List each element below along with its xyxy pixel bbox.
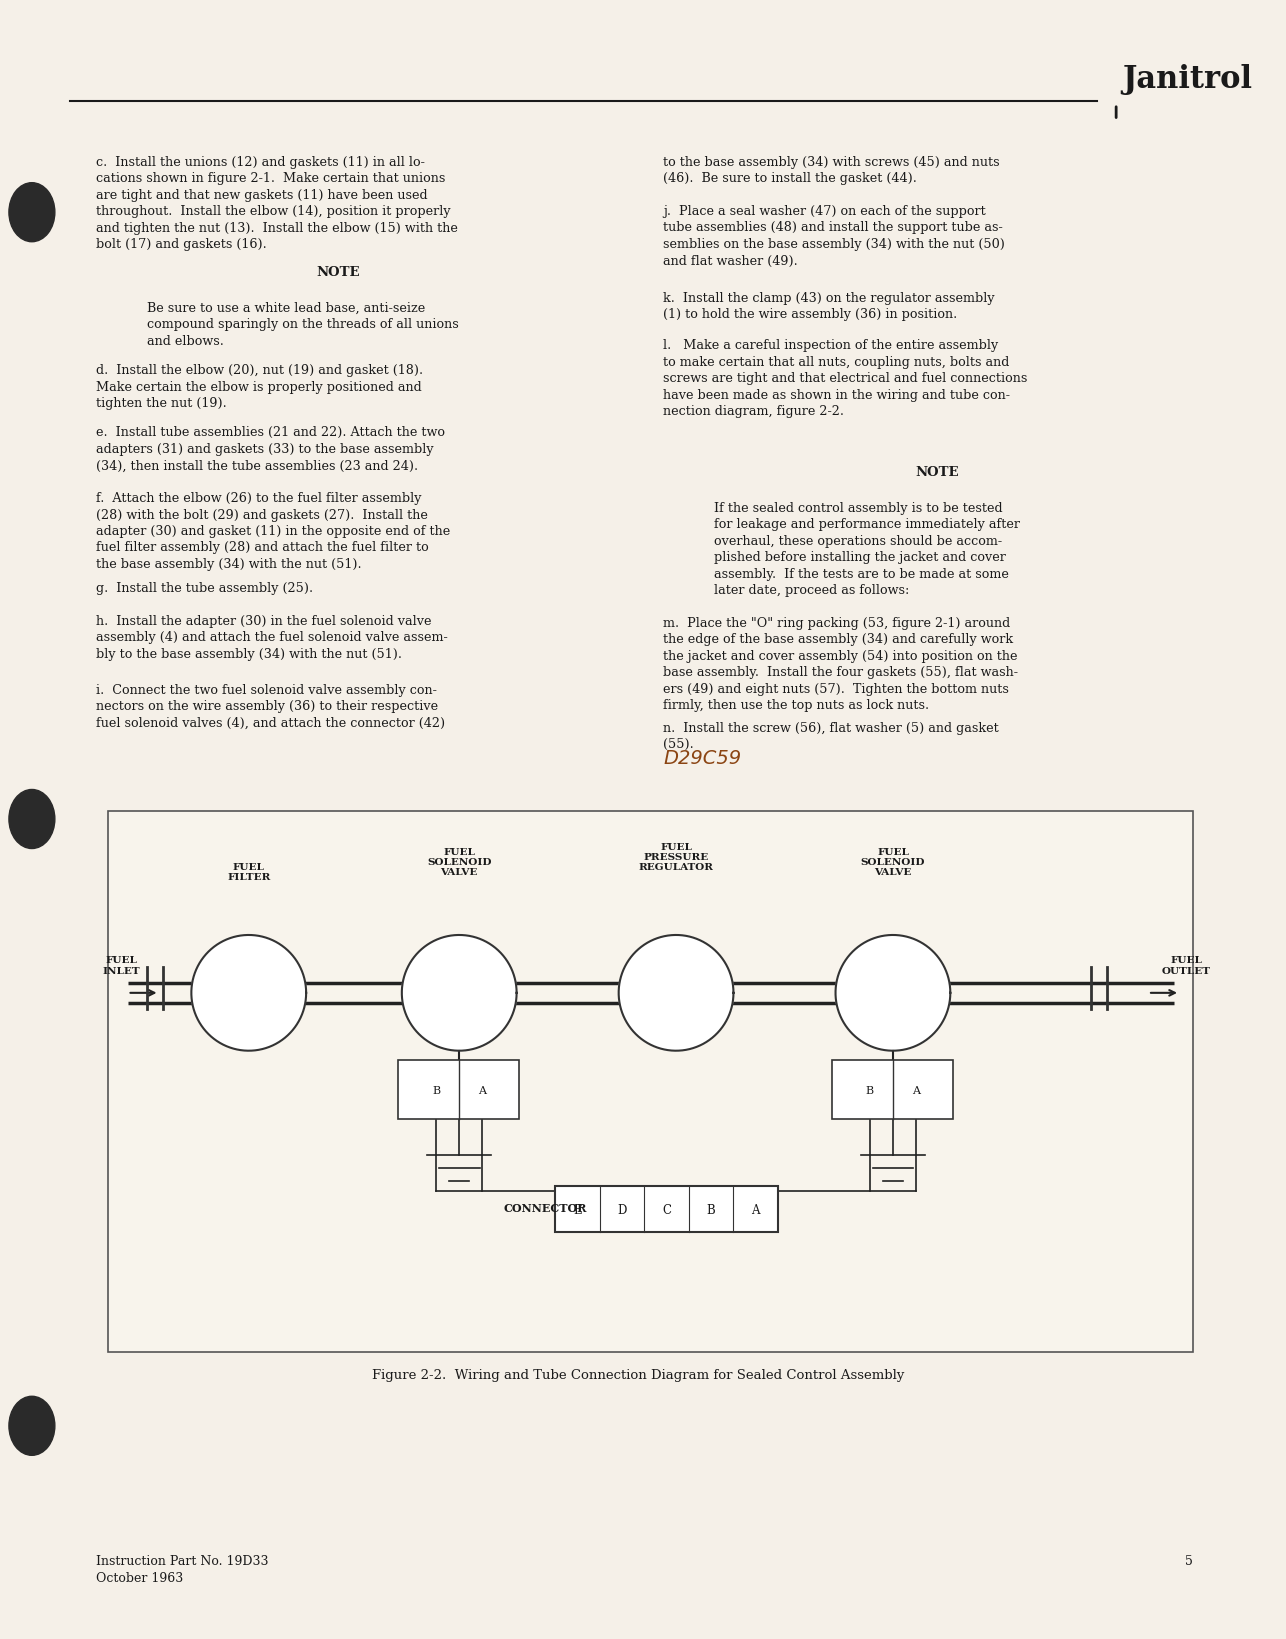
Text: B: B	[432, 1085, 440, 1095]
FancyBboxPatch shape	[108, 811, 1192, 1352]
Polygon shape	[836, 936, 950, 1051]
Text: 5: 5	[1184, 1554, 1192, 1567]
Text: i.  Connect the two fuel solenoid valve assembly con-
nectors on the wire assemb: i. Connect the two fuel solenoid valve a…	[95, 683, 445, 729]
Text: If the sealed control assembly is to be tested
for leakage and performance immed: If the sealed control assembly is to be …	[714, 502, 1020, 597]
Text: Be sure to use a white lead base, anti-seize
compound sparingly on the threads o: Be sure to use a white lead base, anti-s…	[147, 302, 458, 347]
Text: g.  Install the tube assembly (25).: g. Install the tube assembly (25).	[95, 582, 312, 595]
Text: Janitrol: Janitrol	[1123, 64, 1253, 95]
Text: m.  Place the "O" ring packing (53, figure 2-1) around
the edge of the base asse: m. Place the "O" ring packing (53, figur…	[664, 616, 1019, 711]
Text: to the base assembly (34) with screws (45) and nuts
(46).  Be sure to install th: to the base assembly (34) with screws (4…	[664, 156, 1001, 185]
Text: e.  Install tube assemblies (21 and 22). Attach the two
adapters (31) and gasket: e. Install tube assemblies (21 and 22). …	[95, 426, 445, 472]
Text: NOTE: NOTE	[916, 465, 959, 479]
Text: k.  Install the clamp (43) on the regulator assembly
(1) to hold the wire assemb: k. Install the clamp (43) on the regulat…	[664, 292, 995, 321]
Text: FUEL
INLET: FUEL INLET	[103, 956, 140, 975]
Text: FUEL
FILTER: FUEL FILTER	[228, 862, 270, 882]
Text: FUEL
SOLENOID
VALVE: FUEL SOLENOID VALVE	[427, 847, 491, 877]
Text: C: C	[662, 1203, 671, 1216]
Text: FUEL
PRESSURE
REGULATOR: FUEL PRESSURE REGULATOR	[639, 842, 714, 872]
Text: B: B	[865, 1085, 874, 1095]
Text: A: A	[478, 1085, 486, 1095]
Text: CONNECTOR: CONNECTOR	[504, 1203, 588, 1213]
Text: Figure 2-2.  Wiring and Tube Connection Diagram for Sealed Control Assembly: Figure 2-2. Wiring and Tube Connection D…	[372, 1369, 904, 1382]
Text: NOTE: NOTE	[316, 266, 360, 279]
Circle shape	[9, 790, 55, 849]
Text: c.  Install the unions (12) and gaskets (11) in all lo-
cations shown in figure : c. Install the unions (12) and gaskets (…	[95, 156, 458, 251]
Text: Instruction Part No. 19D33
October 1963: Instruction Part No. 19D33 October 1963	[95, 1554, 269, 1583]
Text: l.   Make a careful inspection of the entire assembly
to make certain that all n: l. Make a careful inspection of the enti…	[664, 339, 1028, 418]
Bar	[832, 1060, 953, 1119]
Text: f.  Attach the elbow (26) to the fuel filter assembly
(28) with the bolt (29) an: f. Attach the elbow (26) to the fuel fil…	[95, 492, 450, 570]
Text: FUEL
OUTLET: FUEL OUTLET	[1161, 956, 1211, 975]
Text: A: A	[751, 1203, 760, 1216]
Text: D29C59: D29C59	[664, 749, 742, 769]
Text: d.  Install the elbow (20), nut (19) and gasket (18).
Make certain the elbow is : d. Install the elbow (20), nut (19) and …	[95, 364, 423, 410]
Polygon shape	[192, 936, 306, 1051]
Polygon shape	[619, 936, 733, 1051]
Text: j.  Place a seal washer (47) on each of the support
tube assemblies (48) and ins: j. Place a seal washer (47) on each of t…	[664, 205, 1006, 267]
Bar	[554, 1187, 778, 1233]
Text: h.  Install the adapter (30) in the fuel solenoid valve
assembly (4) and attach : h. Install the adapter (30) in the fuel …	[95, 615, 448, 661]
Polygon shape	[401, 936, 517, 1051]
Text: E: E	[572, 1203, 581, 1216]
Text: n.  Install the screw (56), flat washer (5) and gasket
(55).: n. Install the screw (56), flat washer (…	[664, 721, 999, 751]
Circle shape	[9, 184, 55, 243]
Text: B: B	[707, 1203, 715, 1216]
Text: A: A	[912, 1085, 919, 1095]
Bar	[397, 1060, 520, 1119]
Text: D: D	[617, 1203, 626, 1216]
Text: FUEL
SOLENOID
VALVE: FUEL SOLENOID VALVE	[860, 847, 925, 877]
Circle shape	[9, 1396, 55, 1455]
